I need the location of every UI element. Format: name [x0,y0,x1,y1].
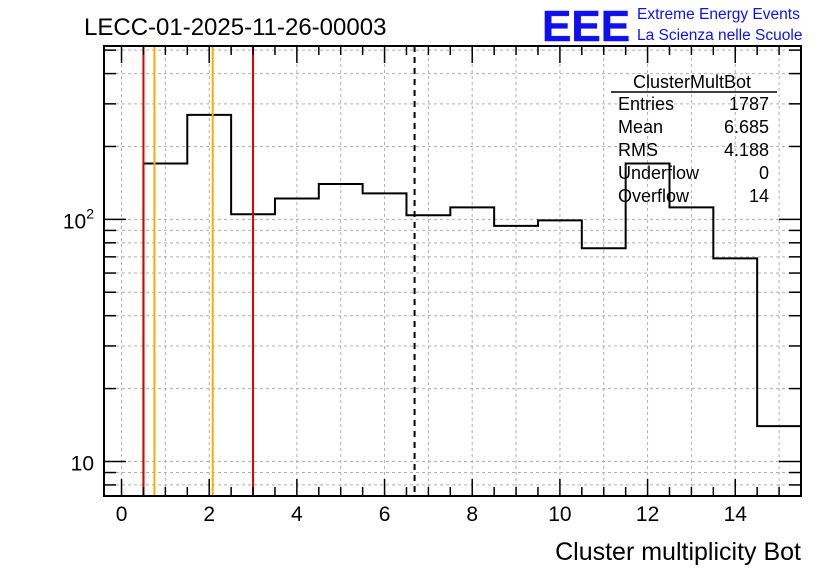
x-tick-label: 8 [466,503,478,526]
axes: 0 2 4 6 8 10 12 14 10 102 [63,45,802,526]
stats-row-value: 1787 [729,94,769,114]
stats-row-value: 4.188 [724,140,769,160]
marker-lines [142,46,416,496]
stats-row-value: 0 [759,163,769,183]
stats-row-value: 6.685 [724,117,769,137]
stats-row-label: Mean [618,117,663,137]
plot-frame [103,45,802,497]
x-tick-label: 2 [203,503,215,526]
eee-logo: EEE Extreme Energy Events La Scienza nel… [542,2,803,52]
x-tick-label: 0 [116,503,128,526]
x-axis-label: Cluster multiplicity Bot [555,538,801,566]
stats-row-label: Underflow [618,163,700,183]
y-tick-label: 102 [63,205,94,233]
x-tick-label: 14 [724,503,748,526]
y-tick-label: 10 [71,452,94,475]
x-tick-label: 4 [291,503,303,526]
x-tick-label: 6 [379,503,391,526]
histogram-line [142,113,801,496]
stats-row-label: Entries [618,94,674,114]
x-tick-label: 10 [548,503,571,526]
eee-logo-mark: EEE [542,2,630,51]
eee-logo-line1: Extreme Energy Events [637,6,800,23]
histogram-series [142,113,801,496]
grid-lines [104,46,801,496]
stats-row-value: 14 [749,186,769,206]
chart-title: LECC-01-2025-11-26-00003 [84,14,386,41]
eee-logo-line2: La Scienza nelle Scuole [637,27,802,44]
stats-row-label: RMS [618,140,658,160]
x-tick-label: 12 [636,503,659,526]
stats-box-name: ClusterMultBot [633,72,751,92]
stats-row-label: Overflow [618,186,690,206]
